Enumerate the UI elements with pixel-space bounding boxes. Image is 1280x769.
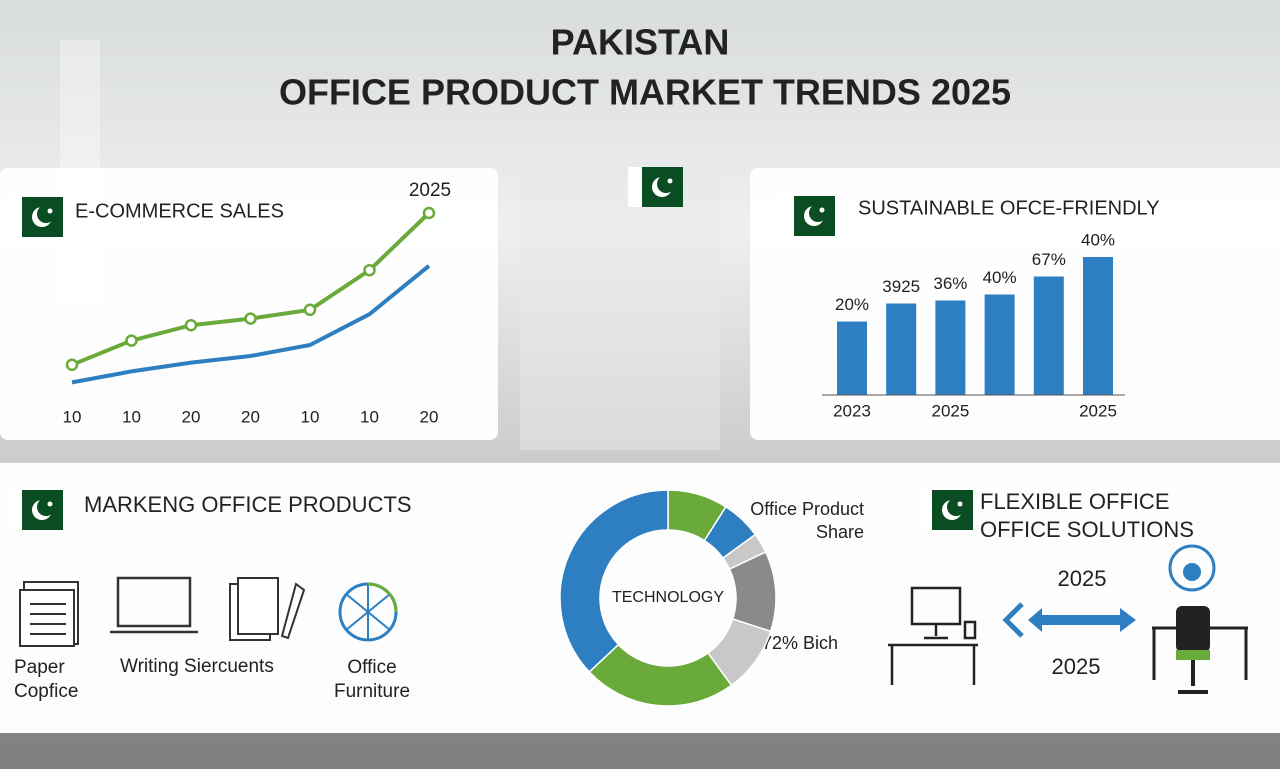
icon-laptop [110, 576, 198, 634]
flag [8, 197, 63, 237]
panel-title: MARKENG OFFICE PRODUCTS [84, 492, 412, 517]
flag [628, 167, 683, 207]
x-tick-label: 20 [420, 407, 439, 426]
bar-label: 3925 [882, 277, 920, 296]
label: 2025 [1052, 654, 1101, 679]
icon-workspace [1152, 544, 1248, 694]
item-label: Office Furniture [333, 657, 411, 702]
annotation: 2025 [409, 180, 451, 201]
donut-segment [559, 489, 669, 673]
icon-docs [229, 577, 306, 641]
x-tick-label: 10 [63, 407, 82, 426]
flag [8, 490, 63, 530]
x-tick-label: 20 [241, 407, 260, 426]
marker [422, 206, 436, 220]
x-tick-label: 20 [182, 407, 201, 426]
donut-center: TECHNOLOGY [612, 589, 724, 606]
x-tick-label: 2025 [931, 401, 969, 420]
label: 2025 [1058, 566, 1107, 591]
item-label: Paper Copfice [14, 657, 79, 702]
bar-label: 67% [1032, 250, 1066, 269]
bg-floor [0, 733, 1280, 769]
x-tick-label: 2023 [833, 401, 871, 420]
bar-label: 40% [983, 268, 1017, 287]
bar [984, 294, 1015, 395]
marker [125, 334, 138, 347]
bar [886, 303, 917, 395]
icon-furniture [338, 582, 398, 642]
x-tick-label: 2025 [1079, 401, 1117, 420]
panel [750, 168, 1280, 440]
marker [363, 263, 376, 277]
panel-title: E-COMMERCE SALES [75, 200, 284, 222]
panel-title: FLEXIBLE OFFICE OFFICE SOLUTIONS [980, 489, 1194, 542]
bar [1083, 257, 1113, 395]
icon-paper [19, 581, 79, 647]
icon-desk [888, 586, 978, 685]
flag [780, 196, 835, 236]
marker [184, 318, 198, 332]
title: PAKISTAN [551, 22, 730, 63]
x-tick-label: 10 [122, 407, 141, 426]
bar [1033, 276, 1064, 395]
bar-label: 36% [933, 274, 967, 293]
marker [244, 312, 257, 325]
marker [303, 303, 317, 317]
marker [65, 358, 79, 372]
icon-arrow [1002, 602, 1136, 638]
bg-window [520, 150, 720, 450]
panel-title: SUSTAINABLE OFCE-FRIENDLY [858, 197, 1160, 219]
bar [935, 300, 966, 395]
flag [918, 490, 973, 530]
line [71, 264, 431, 385]
bar-label: 40% [1081, 230, 1115, 249]
bar-label: 20% [835, 295, 869, 314]
bar [837, 321, 867, 395]
x-tick-label: 10 [301, 407, 320, 426]
donut-label: Office Product Share [750, 499, 864, 542]
x-tick-label: 10 [360, 407, 379, 426]
item-label: Writing Siercuents [120, 656, 274, 677]
title: OFFICE PRODUCT MARKET TRENDS 2025 [279, 72, 1011, 113]
